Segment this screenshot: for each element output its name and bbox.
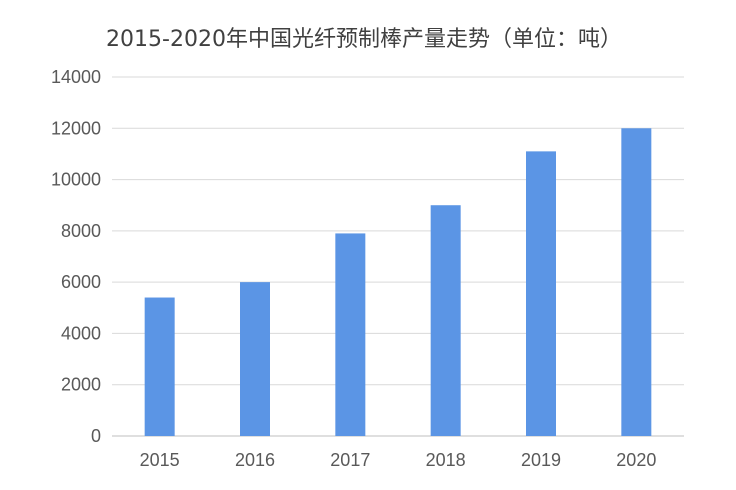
y-tick-label: 4000 — [61, 323, 101, 343]
y-tick-label: 8000 — [61, 221, 101, 241]
y-tick-label: 10000 — [51, 170, 101, 190]
x-axis-ticks: 2015 2016 2017 2018 2019 2020 — [140, 450, 657, 470]
bar-2015 — [144, 297, 175, 436]
x-tick-label: 2016 — [235, 450, 275, 470]
bar-2016 — [240, 282, 270, 436]
gridlines — [112, 76, 684, 437]
x-tick-label: 2018 — [426, 450, 466, 470]
y-tick-label: 2000 — [61, 375, 101, 395]
bars — [144, 128, 652, 437]
x-tick-label: 2017 — [330, 450, 370, 470]
y-tick-label: 0 — [91, 426, 101, 446]
y-tick-label: 12000 — [51, 118, 101, 138]
x-tick-label: 2020 — [616, 450, 656, 470]
y-axis-ticks: 0 2000 4000 6000 8000 10000 12000 14000 — [51, 67, 101, 446]
chart-title: 2015-2020年中国光纤预制棒产量走势（单位：吨） — [106, 27, 622, 52]
y-tick-label: 6000 — [61, 272, 101, 292]
x-tick-label: 2019 — [521, 450, 561, 470]
bar-2017 — [335, 233, 366, 436]
x-tick-label: 2015 — [140, 450, 180, 470]
bar-2018 — [430, 205, 461, 436]
bar-2019 — [526, 151, 556, 436]
y-tick-label: 14000 — [51, 67, 101, 87]
bar-2020 — [621, 128, 652, 437]
